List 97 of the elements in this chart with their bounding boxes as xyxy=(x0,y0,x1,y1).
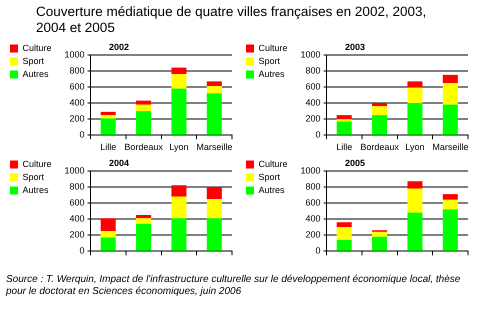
chart-title: 2002 xyxy=(108,42,130,52)
bar xyxy=(336,240,352,251)
bar xyxy=(407,81,422,88)
y-tick-label: 400 xyxy=(306,98,321,108)
chart-title: 2003 xyxy=(344,42,366,52)
bar xyxy=(372,103,388,106)
bar xyxy=(100,218,116,232)
legend-label: Autres xyxy=(258,184,286,195)
bar xyxy=(171,185,186,197)
legend-label: Sport xyxy=(258,56,281,66)
legend-label: Autres xyxy=(22,68,50,79)
bar xyxy=(442,74,458,83)
y-tick-label: 800 xyxy=(70,65,85,76)
bar xyxy=(100,118,116,135)
legend-label: Sport xyxy=(22,56,45,66)
bar xyxy=(171,74,186,89)
y-tick-label: 800 xyxy=(306,65,321,76)
legend-label: Culture xyxy=(258,42,288,53)
chart-title: 2004 xyxy=(108,158,130,168)
bar xyxy=(336,227,352,240)
y-tick-label: 0 xyxy=(316,246,321,256)
bar xyxy=(336,115,352,120)
bar xyxy=(171,68,186,74)
y-tick-label: 800 xyxy=(306,181,321,192)
bar xyxy=(372,115,388,135)
x-tick-label: Lille xyxy=(100,142,116,152)
bar xyxy=(442,82,458,105)
bar xyxy=(136,100,152,105)
bar xyxy=(206,186,222,199)
legend-label: Culture xyxy=(22,42,52,53)
y-tick-label: 600 xyxy=(70,81,85,92)
text: Couverture médiatique de quatre villes françaises en 2002, 2003, 2004 et 2005 xyxy=(35,3,428,36)
bar xyxy=(442,104,458,135)
x-tick-label: Marseille xyxy=(196,142,232,152)
bar xyxy=(171,196,186,218)
y-tick-label: 200 xyxy=(306,230,321,240)
bar xyxy=(442,194,458,200)
bar xyxy=(206,198,222,218)
y-tick-label: 400 xyxy=(70,98,85,108)
bar xyxy=(336,122,352,135)
bar xyxy=(136,218,152,224)
bar xyxy=(136,215,152,218)
x-tick-label: Lyon xyxy=(405,142,425,152)
bar xyxy=(372,236,388,251)
bar xyxy=(100,112,116,116)
bar xyxy=(206,81,222,86)
bar xyxy=(100,238,116,251)
y-tick-label: 200 xyxy=(70,114,85,124)
source-note: Source : T. Werquin, Impact de l'infrastructure culturelle sur le développement économique local, thèse pour le doctorat en Sciences économiques, juin 2006 xyxy=(4,273,462,299)
y-tick-label: 400 xyxy=(70,214,85,224)
x-tick-label: Marseille xyxy=(432,142,468,152)
bar xyxy=(407,181,422,188)
bar xyxy=(407,103,422,135)
bar xyxy=(442,200,458,210)
bar xyxy=(407,88,422,104)
bar xyxy=(100,231,116,238)
y-tick-label: 600 xyxy=(70,197,85,208)
y-tick-label: 200 xyxy=(306,114,321,124)
y-tick-label: 1000 xyxy=(64,49,85,60)
y-tick-label: 1000 xyxy=(300,49,321,60)
bar xyxy=(171,88,186,135)
bar xyxy=(136,104,152,112)
legend-label: Autres xyxy=(22,184,50,195)
legend-label: Sport xyxy=(258,172,281,182)
y-tick-label: 0 xyxy=(80,130,85,140)
bar xyxy=(407,212,422,251)
x-tick-label: Bordeaux xyxy=(360,142,400,152)
y-tick-label: 0 xyxy=(316,130,321,140)
legend-label: Culture xyxy=(22,158,52,169)
bar xyxy=(407,188,422,213)
y-tick-label: 1000 xyxy=(300,165,321,176)
x-tick-label: Bordeaux xyxy=(124,142,164,152)
bar xyxy=(442,209,458,251)
bar xyxy=(372,232,388,237)
bar xyxy=(336,222,352,228)
bar xyxy=(136,224,152,251)
y-tick-label: 800 xyxy=(70,181,85,192)
y-tick-label: 400 xyxy=(306,214,321,224)
y-tick-label: 200 xyxy=(70,230,85,240)
chart-title: 2005 xyxy=(344,158,366,168)
bar xyxy=(206,218,222,251)
x-tick-label: Lyon xyxy=(169,142,189,152)
bar xyxy=(372,106,388,116)
bar xyxy=(100,115,116,118)
bar xyxy=(171,218,186,251)
legend-label: Autres xyxy=(258,68,286,79)
x-tick-label: Lille xyxy=(336,142,352,152)
legend-label: Sport xyxy=(22,172,45,182)
bar xyxy=(206,86,222,94)
bar xyxy=(336,119,352,122)
y-tick-label: 1000 xyxy=(64,165,85,176)
y-tick-label: 600 xyxy=(306,81,321,92)
y-tick-label: 0 xyxy=(80,246,85,256)
bar xyxy=(136,111,152,135)
y-tick-label: 600 xyxy=(306,197,321,208)
legend-label: Culture xyxy=(258,158,288,169)
bar xyxy=(206,93,222,135)
